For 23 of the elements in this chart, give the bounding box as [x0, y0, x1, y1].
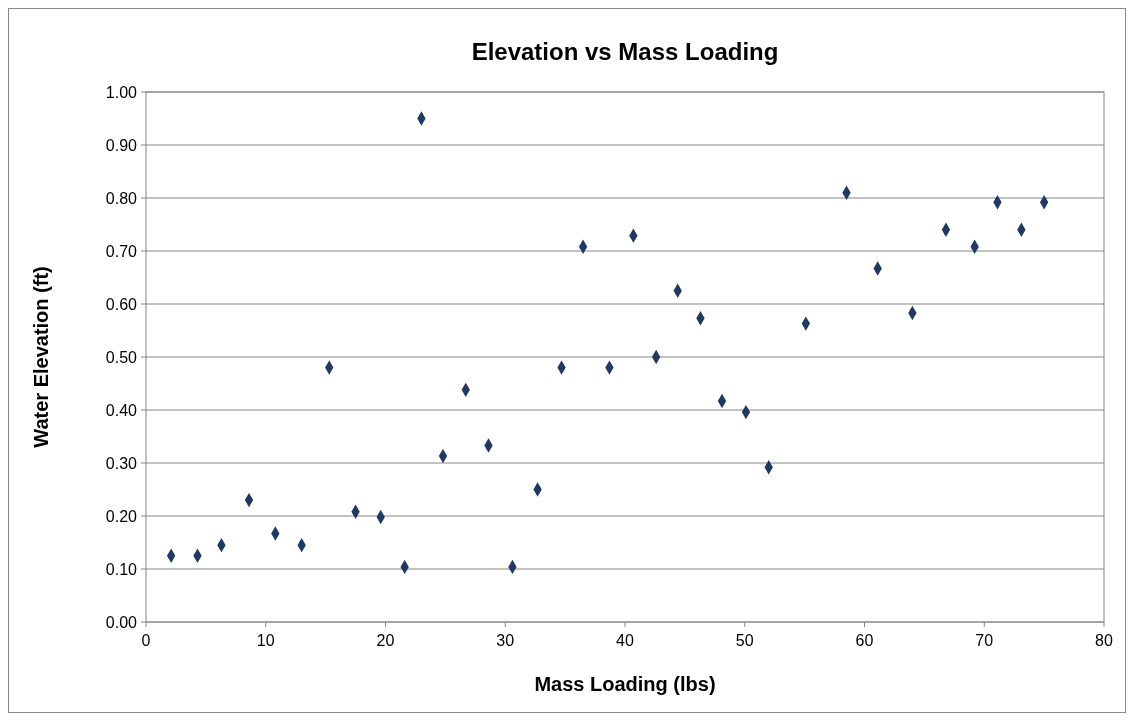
y-tick-label: 0.50	[105, 349, 138, 366]
x-tick-label: 80	[1095, 632, 1113, 649]
y-tick-label: 1.00	[105, 84, 138, 101]
chart-title: Elevation vs Mass Loading	[471, 38, 779, 65]
x-tick-label: 10	[256, 632, 275, 649]
y-tick-label: 0.20	[105, 508, 138, 525]
x-tick-label: 70	[975, 632, 994, 649]
y-tick-label: 0.30	[105, 455, 138, 472]
y-tick-label: 0.00	[105, 614, 138, 631]
x-tick-label: 30	[496, 632, 515, 649]
y-tick-label: 0.80	[105, 190, 138, 207]
x-tick-label: 50	[735, 632, 754, 649]
y-tick-label: 0.60	[105, 296, 138, 313]
y-tick-label: 0.70	[105, 243, 138, 260]
y-axis-title: Water Elevation (ft)	[30, 266, 52, 448]
x-tick-label: 40	[616, 632, 634, 649]
x-tick-label: 20	[376, 632, 395, 649]
x-tick-label: 0	[141, 632, 151, 649]
x-axis-title: Mass Loading (lbs)	[534, 673, 716, 695]
x-tick-label: 60	[855, 632, 874, 649]
y-tick-label: 0.10	[105, 561, 138, 578]
y-tick-label: 0.90	[105, 137, 138, 154]
y-tick-label: 0.40	[105, 402, 138, 419]
